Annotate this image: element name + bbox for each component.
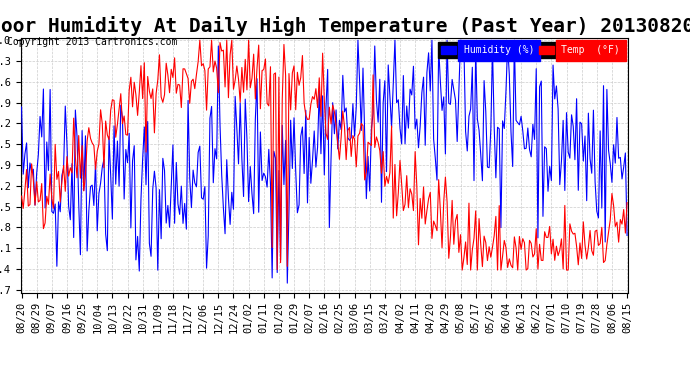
Title: Outdoor Humidity At Daily High Temperature (Past Year) 20130820: Outdoor Humidity At Daily High Temperatu… (0, 16, 690, 36)
Legend: Humidity (%), Temp  (°F): Humidity (%), Temp (°F) (438, 42, 623, 58)
Text: Copyright 2013 Cartronics.com: Copyright 2013 Cartronics.com (7, 37, 177, 47)
